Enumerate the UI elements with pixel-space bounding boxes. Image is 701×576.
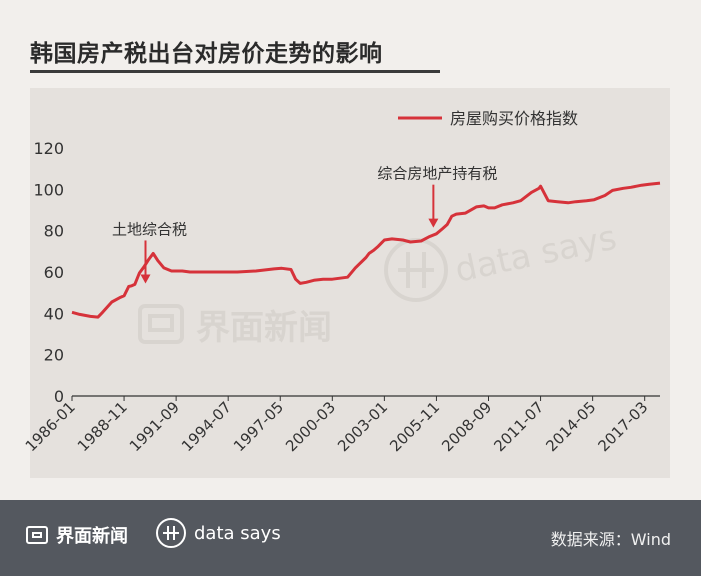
footer-datasays: data says <box>156 518 281 548</box>
legend-label: 房屋购买价格指数 <box>450 109 578 128</box>
x-tick-label: 2017-03 <box>594 398 651 455</box>
watermark: 界面新闻 data says <box>138 218 621 348</box>
y-axis: 0 20 40 60 80 100 120 <box>33 139 64 406</box>
x-tick-label: 2000-03 <box>282 398 339 455</box>
page-title: 韩国房产税出台对房价走势的影响 <box>30 41 383 67</box>
data-source: 数据来源：Wind <box>550 530 671 549</box>
x-tick-label: 2008-09 <box>438 398 495 455</box>
watermark-tag: data says <box>452 218 621 291</box>
x-tick-label: 2014-05 <box>542 398 599 455</box>
annotation-layer: 土地综合税 综合房地产持有税 <box>112 165 497 284</box>
y-tick-label: 80 <box>44 222 64 241</box>
x-tick-label: 1994-07 <box>178 398 235 455</box>
x-tick-label: 1997-05 <box>230 398 287 455</box>
watermark-logo-icon <box>138 304 184 344</box>
title-underline <box>30 70 440 73</box>
annotation-arrow-icon <box>140 274 151 284</box>
footer-brand: 界面新闻 <box>26 522 128 548</box>
datasays-logo-icon <box>156 518 186 548</box>
y-tick-label: 20 <box>44 346 64 365</box>
x-tick-label: 1988-11 <box>74 398 131 455</box>
legend: 房屋购买价格指数 <box>398 109 578 128</box>
annotation-label: 土地综合税 <box>112 220 187 238</box>
x-tick-label: 2005-11 <box>386 398 443 455</box>
watermark-datasays-icon <box>384 238 448 302</box>
x-axis: 1986-011988-111991-091994-071997-052000-… <box>22 395 660 455</box>
footer: 界面新闻 data says 数据来源：Wind <box>0 500 701 576</box>
y-tick-label: 60 <box>44 263 64 282</box>
y-tick-label: 40 <box>44 304 64 323</box>
x-tick-label: 1986-01 <box>22 398 79 455</box>
x-tick-label: 1991-09 <box>126 398 183 455</box>
footer-brand-label: 界面新闻 <box>56 526 128 547</box>
y-tick-label: 0 <box>54 387 64 406</box>
annotation-arrow-icon <box>428 218 439 228</box>
x-tick-label: 2003-01 <box>334 398 391 455</box>
jiemian-logo-icon <box>26 526 48 544</box>
y-tick-label: 120 <box>33 139 64 158</box>
y-tick-label: 100 <box>33 180 64 199</box>
watermark-brand: 界面新闻 <box>196 308 332 348</box>
x-tick-label: 2011-07 <box>490 398 547 455</box>
footer-tag-label: data says <box>194 522 281 544</box>
annotation-label: 综合房地产持有税 <box>377 165 497 183</box>
